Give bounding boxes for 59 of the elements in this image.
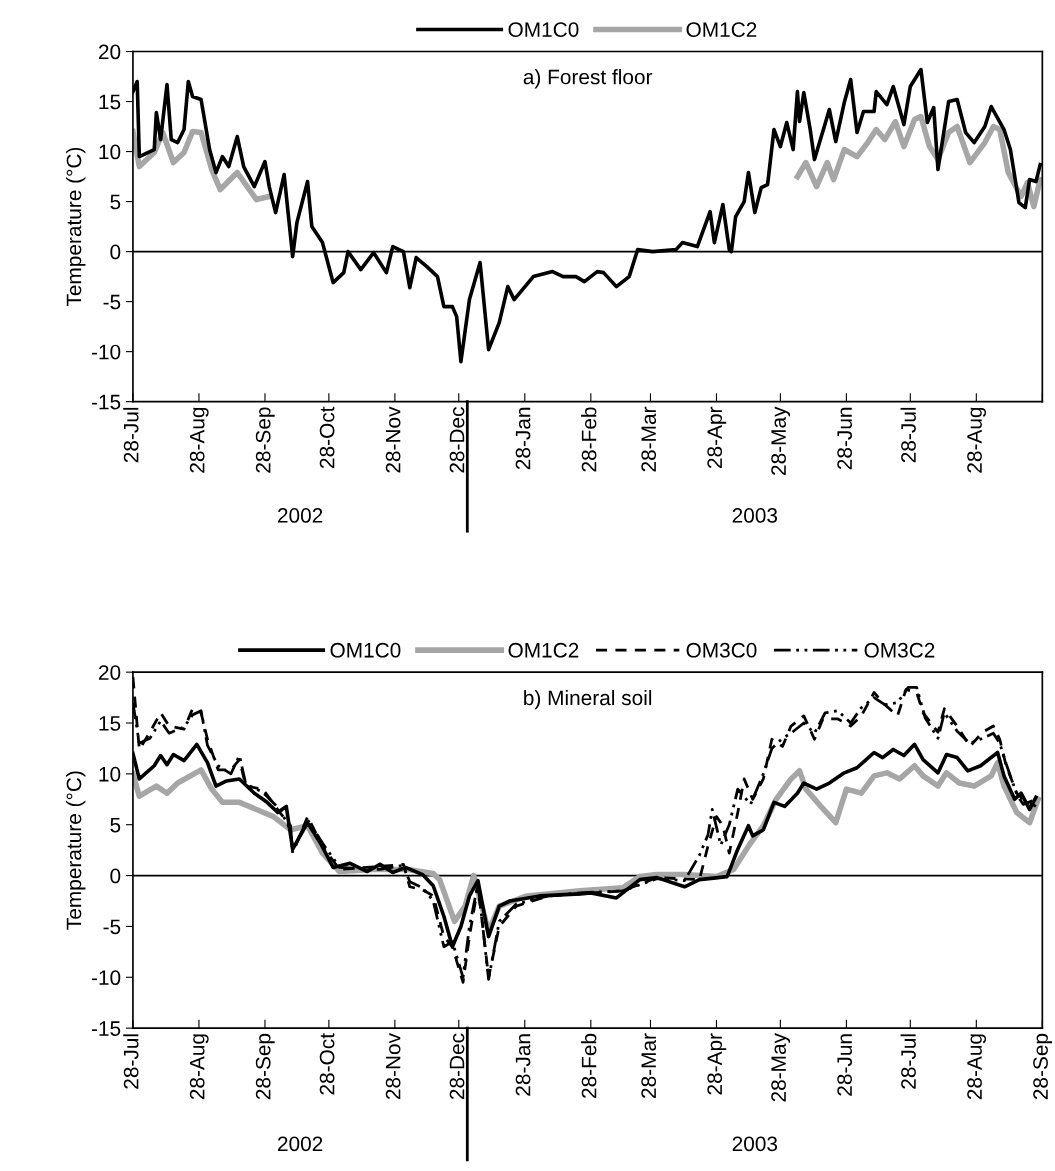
y-tick-label: -5: [103, 294, 121, 310]
y-tick-label: 10: [99, 766, 121, 782]
x-tick-label: 28-Oct: [319, 406, 335, 468]
y-tick-label: 20: [99, 44, 121, 60]
x-tick-label: 28-Jul: [900, 407, 916, 463]
legend-label: OM1C0: [508, 22, 579, 37]
y-tick-label: 0: [110, 244, 121, 260]
legend-label: OM3C2: [864, 642, 935, 658]
y-tick-label: 15: [99, 94, 121, 110]
x-tick-label: 28-Apr: [707, 406, 727, 468]
y-tick-label: -15: [91, 1021, 121, 1036]
y-tick-label: 20: [99, 665, 121, 680]
text: 2003: [732, 508, 778, 523]
legend-label: OM1C0: [330, 642, 401, 658]
text: 2003: [732, 1136, 778, 1152]
legend-label: OM3C0: [686, 642, 757, 658]
y-tick-label: -10: [91, 970, 121, 986]
x-tick-label: 28-Mar: [641, 406, 657, 472]
x-tick-label: 28-Aug: [189, 1034, 209, 1100]
legend-label: OM1C2: [508, 642, 579, 658]
x-tick-label: 28-Sep: [255, 407, 275, 473]
y-tick-label: -10: [91, 344, 121, 360]
x-tick-label: 28-Feb: [581, 407, 597, 472]
y-axis-title: Temperature (°C): [66, 147, 86, 307]
x-tick-label: 28-Jul: [900, 1034, 916, 1089]
x-tick-label: 28-Jan: [515, 1034, 531, 1096]
x-tick-label: 28-Aug: [189, 407, 209, 473]
x-tick-label: 28-Jun: [837, 1034, 852, 1096]
text: a) Forest floor: [523, 69, 653, 89]
x-tick-label: 28-Jan: [515, 407, 531, 470]
x-tick-label: 28-Dec: [449, 1033, 465, 1100]
x-tick-label: 28-Nov: [385, 1033, 401, 1100]
legend-label: OM1C2: [686, 22, 757, 37]
y-tick-label: 5: [110, 817, 121, 833]
y-tick-label: 10: [99, 144, 121, 160]
y-tick-label: -5: [103, 919, 121, 935]
x-tick-label: 28-Aug: [967, 407, 987, 473]
x-tick-label: 28-Oct: [319, 1033, 335, 1095]
x-tick-label: 28-Feb: [581, 1033, 597, 1098]
y-tick-label: -15: [91, 394, 121, 410]
text: b) Mineral soil: [524, 689, 652, 710]
x-tick-label: 28-Mar: [641, 1033, 657, 1098]
x-tick-label: 28-Nov: [385, 406, 401, 473]
x-tick-label: 28-Aug: [967, 1034, 987, 1100]
x-tick-label: 28-Jul: [123, 1034, 139, 1089]
y-tick-label: 5: [110, 194, 121, 210]
x-tick-label: 28-Sep: [255, 1033, 275, 1100]
y-tick-label: 0: [110, 868, 121, 884]
text: 2002: [277, 1136, 323, 1152]
x-tick-label: 28-Dec: [449, 407, 465, 473]
text: 2002: [277, 508, 323, 523]
x-tick-label: 28-May: [771, 1033, 791, 1102]
x-tick-label: 28-Jul: [123, 407, 139, 463]
x-tick-label: 28-Jun: [837, 407, 852, 470]
y-tick-label: 15: [99, 716, 121, 731]
x-tick-label: 28-Apr: [707, 1033, 727, 1095]
y-axis-title: Temperature (°C): [66, 771, 86, 930]
x-tick-label: 28-May: [771, 406, 791, 475]
x-tick-label: 28-Sep: [1033, 1033, 1053, 1100]
